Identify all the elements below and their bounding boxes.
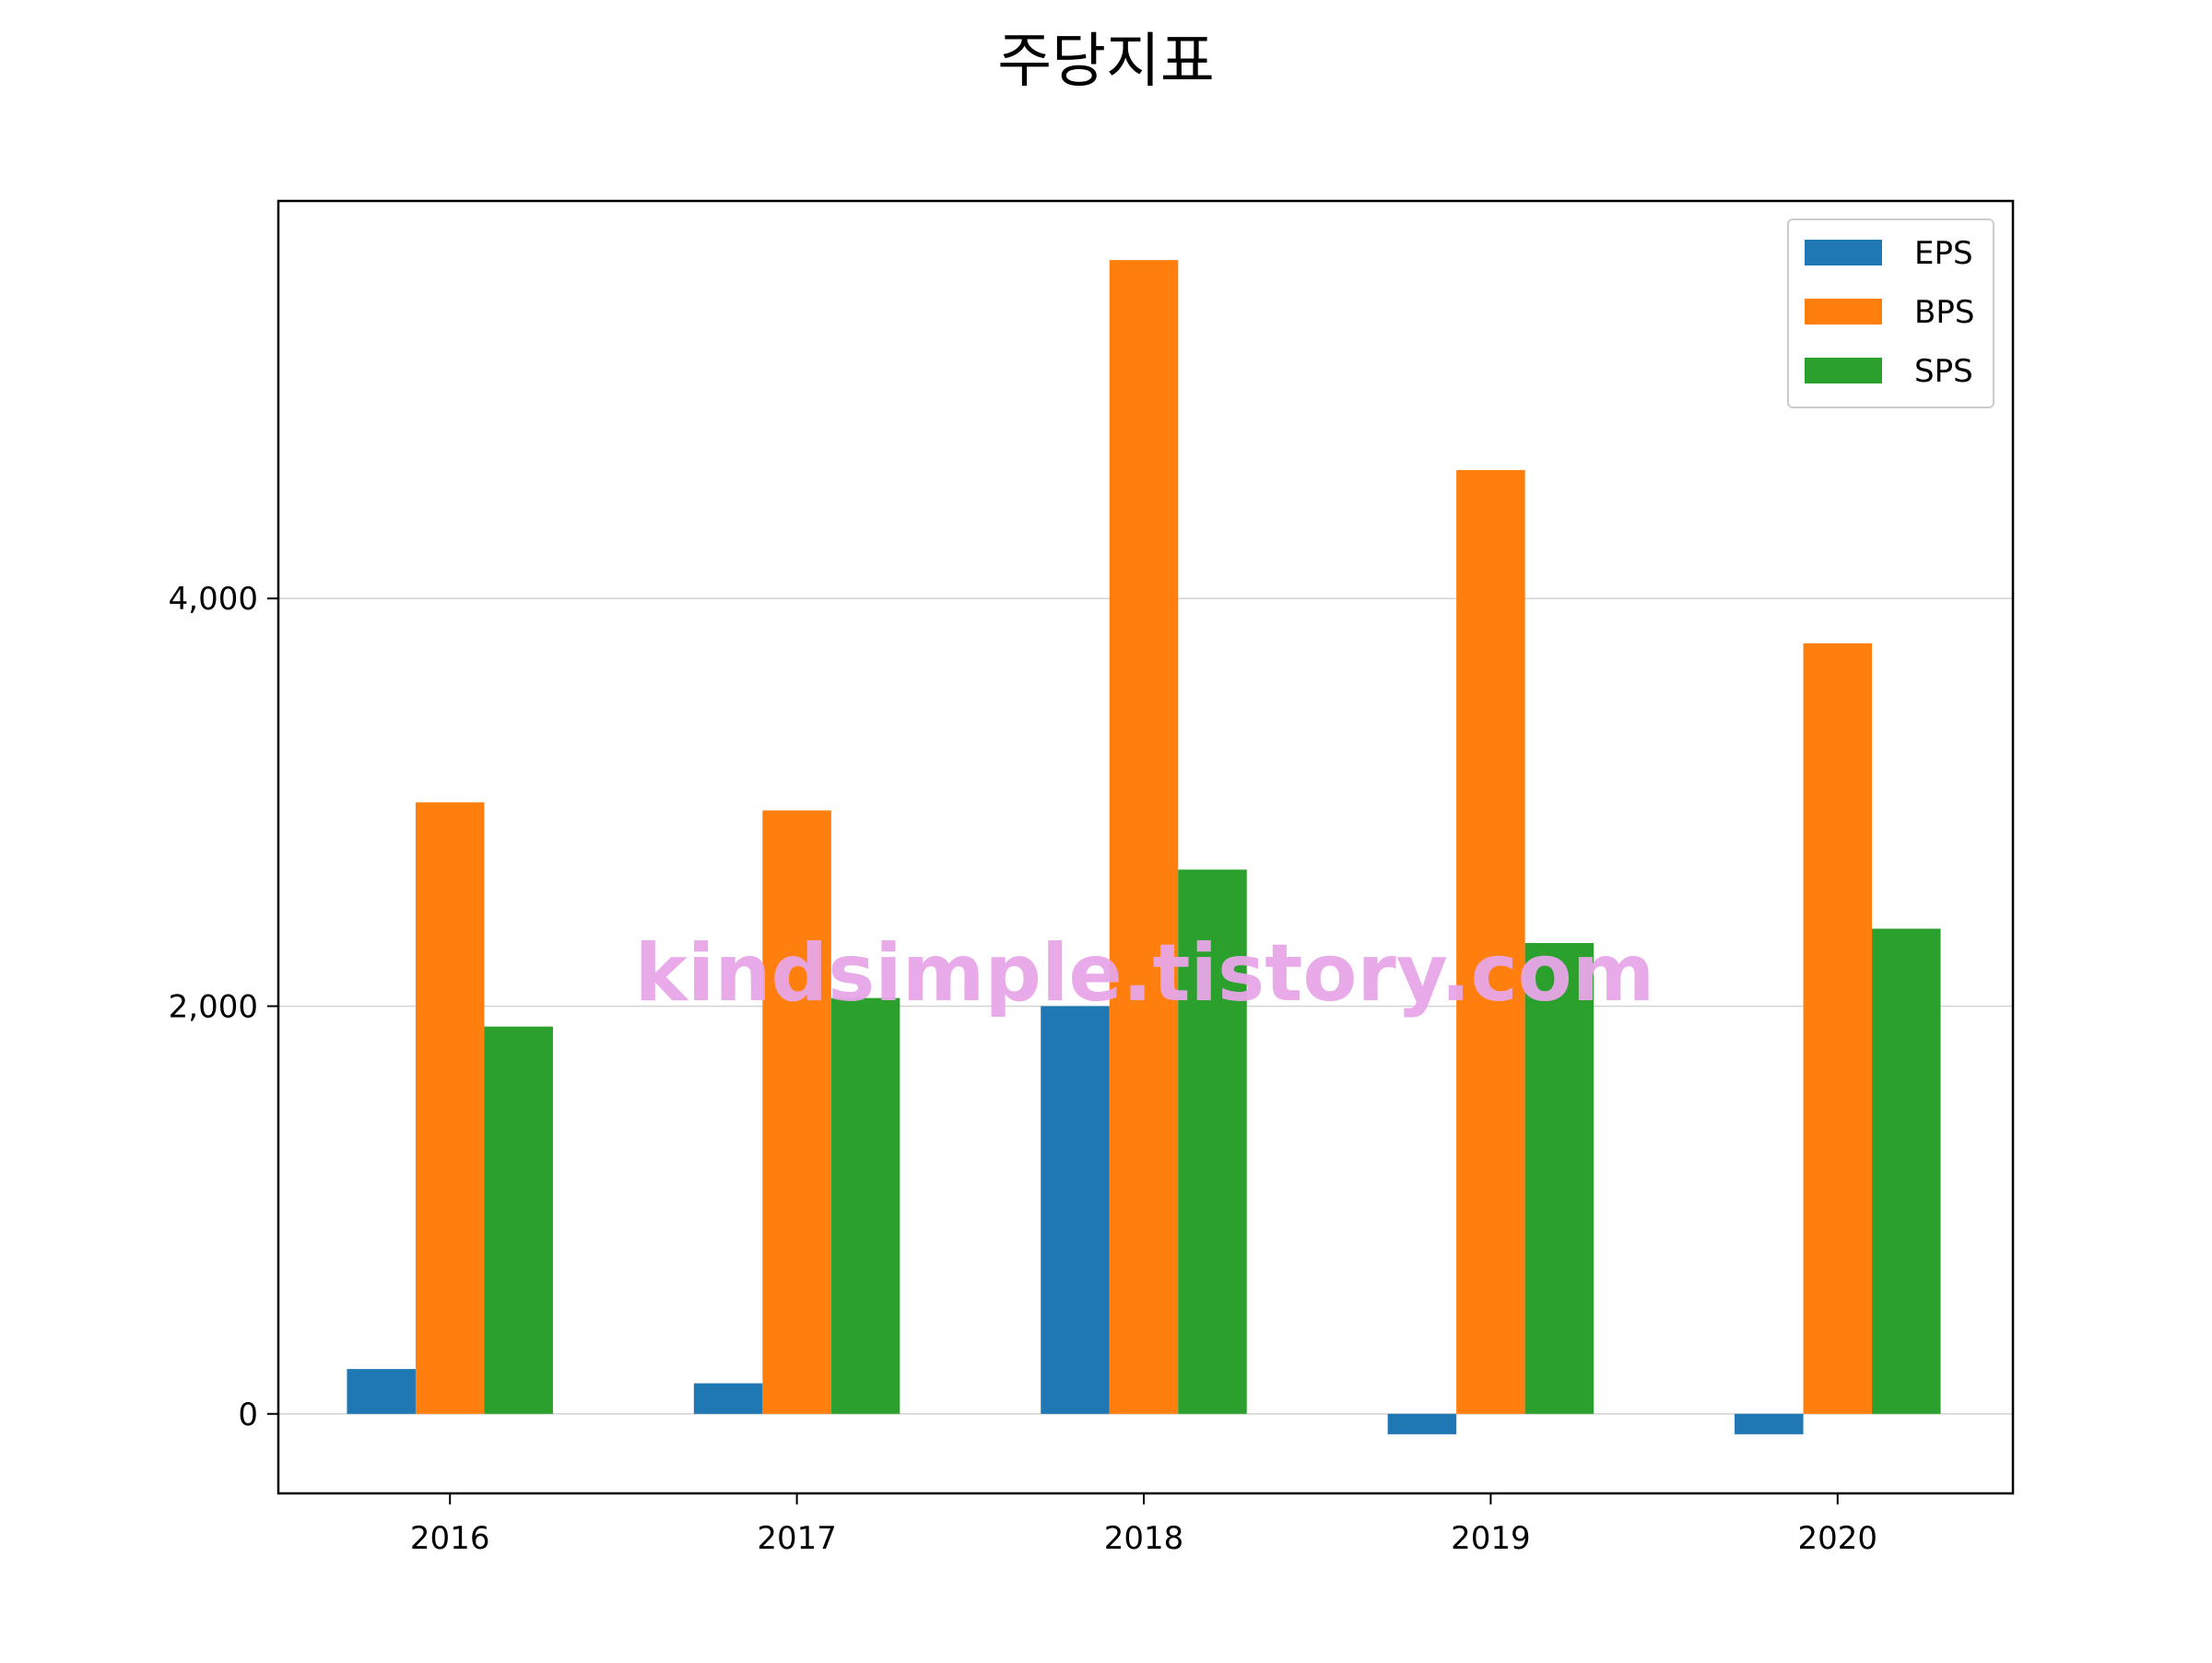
y-tick-label: 2,000 <box>169 988 258 1025</box>
bar-bps-2018 <box>1109 260 1179 1414</box>
bar-eps-2017 <box>693 1383 763 1414</box>
bars <box>347 260 1941 1434</box>
x-tick-label: 2020 <box>1798 1520 1878 1557</box>
x-tick-label: 2019 <box>1451 1520 1531 1557</box>
bar-bps-2017 <box>762 810 831 1414</box>
x-axis: 2016 2017 2018 2019 2020 <box>410 1493 1877 1557</box>
bar-eps-2020 <box>1735 1413 1804 1434</box>
watermark: kindsimple.tistory.com <box>635 927 1655 1020</box>
legend-label-sps: SPS <box>1914 353 1973 390</box>
bar-sps-2017 <box>830 997 900 1414</box>
plot-frame <box>276 199 2015 1495</box>
legend-swatch-eps <box>1805 240 1882 265</box>
bar-sps-2019 <box>1524 942 1594 1414</box>
legend-swatch-sps <box>1805 358 1882 383</box>
bar-bps-2016 <box>415 802 485 1414</box>
bar-eps-2016 <box>347 1369 416 1414</box>
x-tick-label: 2016 <box>410 1520 490 1557</box>
y-tick-label: 0 <box>238 1397 258 1433</box>
legend-swatch-bps <box>1805 299 1882 324</box>
bar-bps-2020 <box>1803 643 1873 1414</box>
bar-eps-2019 <box>1387 1413 1457 1434</box>
bar-sps-2020 <box>1872 928 1941 1414</box>
y-axis: 0 2,000 4,000 <box>169 581 278 1433</box>
legend-label-eps: EPS <box>1914 235 1973 272</box>
legend: EPS BPS SPS <box>1787 218 1994 408</box>
bar-sps-2018 <box>1178 869 1247 1414</box>
bar-sps-2016 <box>484 1026 553 1414</box>
bar-eps-2018 <box>1041 1006 1110 1414</box>
bar-bps-2019 <box>1456 469 1525 1414</box>
y-tick-label: 4,000 <box>169 581 258 618</box>
x-tick-label: 2018 <box>1104 1520 1184 1557</box>
x-tick-label: 2017 <box>757 1520 837 1557</box>
legend-label-bps: BPS <box>1914 294 1974 331</box>
chart-title: 주당지표 <box>997 28 1215 96</box>
